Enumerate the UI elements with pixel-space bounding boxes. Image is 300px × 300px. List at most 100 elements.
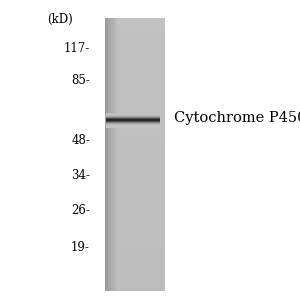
Bar: [105, 278, 165, 279]
Bar: [105, 169, 165, 170]
Bar: [105, 257, 165, 258]
Bar: [105, 61, 165, 62]
Bar: [105, 70, 165, 71]
Bar: [105, 139, 165, 140]
Bar: [105, 226, 165, 227]
Bar: [105, 165, 165, 166]
Bar: [105, 236, 165, 237]
Bar: [105, 38, 165, 39]
Bar: [105, 205, 165, 206]
Bar: [105, 131, 165, 132]
Bar: [105, 264, 165, 265]
Bar: [105, 87, 165, 88]
Bar: [105, 66, 165, 67]
Bar: [105, 64, 165, 65]
Bar: [105, 201, 165, 202]
Bar: [105, 122, 165, 123]
Bar: [105, 157, 165, 158]
Bar: [105, 35, 165, 36]
Bar: [105, 172, 165, 173]
Bar: [105, 133, 165, 134]
Bar: [105, 105, 165, 106]
Bar: [105, 286, 165, 287]
Bar: [105, 168, 165, 169]
Bar: [105, 118, 165, 119]
Bar: [105, 275, 165, 276]
Bar: [105, 159, 165, 160]
Bar: [105, 73, 165, 74]
Bar: [105, 150, 165, 151]
Bar: [105, 233, 165, 234]
Bar: [105, 49, 165, 50]
Bar: [105, 265, 165, 266]
Bar: [105, 241, 165, 242]
Bar: [105, 237, 165, 238]
Bar: [105, 193, 165, 194]
Bar: [105, 50, 165, 51]
Bar: [105, 132, 165, 133]
Bar: [105, 225, 165, 226]
Bar: [105, 143, 165, 144]
Bar: [105, 29, 165, 30]
Bar: [105, 199, 165, 200]
Bar: [105, 178, 165, 179]
Bar: [105, 282, 165, 283]
Bar: [105, 71, 165, 72]
Bar: [105, 224, 165, 225]
Bar: [105, 89, 165, 90]
Bar: [105, 52, 165, 53]
Bar: [105, 184, 165, 185]
Bar: [105, 149, 165, 150]
Bar: [105, 34, 165, 35]
Bar: [105, 48, 165, 49]
Bar: [105, 76, 165, 77]
Bar: [105, 85, 165, 86]
Bar: [105, 173, 165, 174]
Bar: [105, 54, 165, 55]
Bar: [105, 128, 165, 129]
Bar: [105, 62, 165, 63]
Bar: [105, 74, 165, 75]
Bar: [105, 251, 165, 252]
Bar: [105, 230, 165, 231]
Bar: [105, 93, 165, 94]
Bar: [105, 96, 165, 97]
Bar: [105, 214, 165, 215]
Bar: [105, 212, 165, 213]
Bar: [105, 160, 165, 161]
Bar: [105, 94, 165, 95]
Bar: [105, 200, 165, 201]
Bar: [105, 82, 165, 83]
Bar: [105, 174, 165, 175]
Bar: [105, 171, 165, 172]
Bar: [105, 276, 165, 277]
Bar: [105, 135, 165, 136]
Bar: [105, 119, 165, 120]
Bar: [105, 21, 165, 22]
Bar: [105, 232, 165, 233]
Bar: [105, 126, 165, 127]
Bar: [105, 63, 165, 64]
Bar: [105, 204, 165, 205]
Bar: [105, 240, 165, 241]
Bar: [105, 40, 165, 41]
Bar: [105, 242, 165, 243]
Bar: [105, 227, 165, 228]
Bar: [105, 92, 165, 93]
Bar: [105, 151, 165, 152]
Bar: [105, 211, 165, 212]
Bar: [105, 31, 165, 32]
Bar: [105, 202, 165, 203]
Bar: [105, 80, 165, 81]
Bar: [105, 137, 165, 138]
Bar: [105, 75, 165, 76]
Bar: [105, 69, 165, 70]
Bar: [105, 192, 165, 193]
Bar: [105, 164, 165, 165]
Bar: [105, 223, 165, 224]
Bar: [105, 258, 165, 259]
Bar: [105, 32, 165, 33]
Bar: [105, 186, 165, 187]
Bar: [105, 191, 165, 192]
Bar: [105, 146, 165, 147]
